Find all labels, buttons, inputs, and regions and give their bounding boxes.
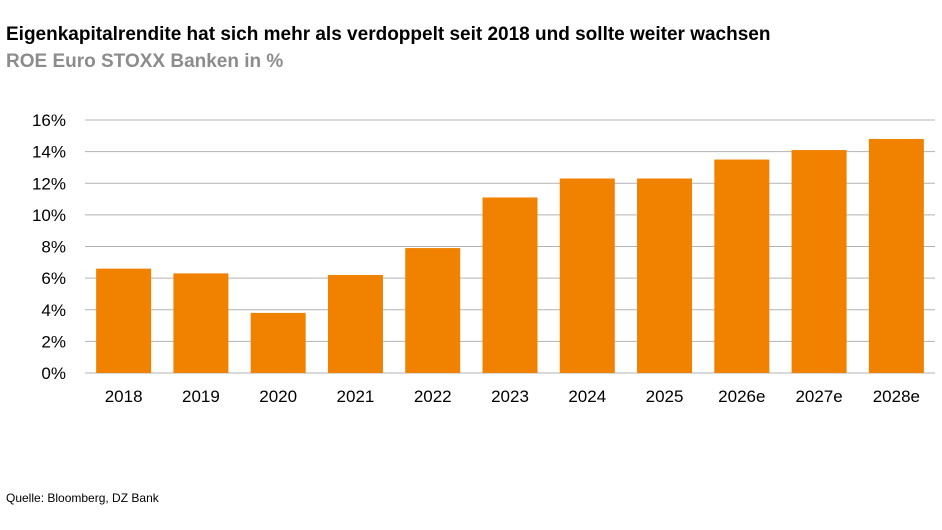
x-tick-label: 2024 bbox=[568, 387, 606, 406]
bar bbox=[96, 268, 152, 373]
bar bbox=[791, 150, 847, 373]
bar bbox=[327, 274, 383, 373]
bar bbox=[559, 178, 615, 373]
y-tick-label: 6% bbox=[41, 269, 66, 288]
chart-title: Eigenkapitalrendite hat sich mehr als ve… bbox=[6, 24, 771, 45]
bar bbox=[250, 312, 306, 373]
bar bbox=[405, 248, 461, 373]
bars bbox=[96, 138, 924, 373]
y-tick-label: 10% bbox=[32, 206, 66, 225]
x-tick-label: 2021 bbox=[337, 387, 375, 406]
x-tick-label: 2027e bbox=[795, 387, 842, 406]
y-tick-label: 2% bbox=[41, 332, 66, 351]
y-tick-label: 4% bbox=[41, 301, 66, 320]
y-tick-label: 12% bbox=[32, 174, 66, 193]
x-tick-label: 2028e bbox=[873, 387, 920, 406]
x-tick-label: 2025 bbox=[646, 387, 684, 406]
y-tick-label: 16% bbox=[32, 111, 66, 130]
x-tick-label: 2019 bbox=[182, 387, 220, 406]
bar bbox=[482, 197, 538, 373]
y-axis-ticks: 0% 2% 4% 6% 8% 10% 12% 14% 16% bbox=[32, 111, 66, 383]
bar bbox=[173, 273, 229, 373]
x-tick-label: 2023 bbox=[491, 387, 529, 406]
source-note: Quelle: Bloomberg, DZ Bank bbox=[6, 491, 159, 505]
x-tick-label: 2026e bbox=[718, 387, 765, 406]
chart-subtitle: ROE Euro STOXX Banken in % bbox=[6, 51, 284, 72]
y-tick-label: 0% bbox=[41, 364, 66, 383]
bar bbox=[868, 138, 924, 373]
x-tick-label: 2018 bbox=[105, 387, 143, 406]
bar bbox=[714, 159, 770, 373]
bar bbox=[637, 178, 693, 373]
x-axis-ticks: 2018 2019 2020 2021 2022 2023 2024 2025 2026e 202… bbox=[105, 387, 920, 406]
y-tick-label: 14% bbox=[32, 143, 66, 162]
x-tick-label: 2020 bbox=[259, 387, 297, 406]
y-tick-label: 8% bbox=[41, 238, 66, 257]
x-tick-label: 2022 bbox=[414, 387, 452, 406]
